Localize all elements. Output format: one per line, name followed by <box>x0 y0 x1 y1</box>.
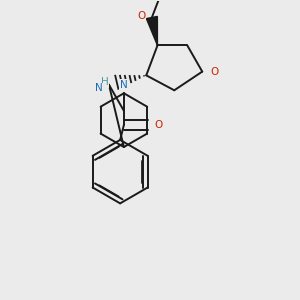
Text: O: O <box>154 120 163 130</box>
Text: N: N <box>120 80 128 90</box>
Text: H: H <box>100 77 108 87</box>
Text: O: O <box>210 67 218 76</box>
Text: N: N <box>94 83 102 93</box>
Text: O: O <box>137 11 146 21</box>
Polygon shape <box>146 16 158 46</box>
